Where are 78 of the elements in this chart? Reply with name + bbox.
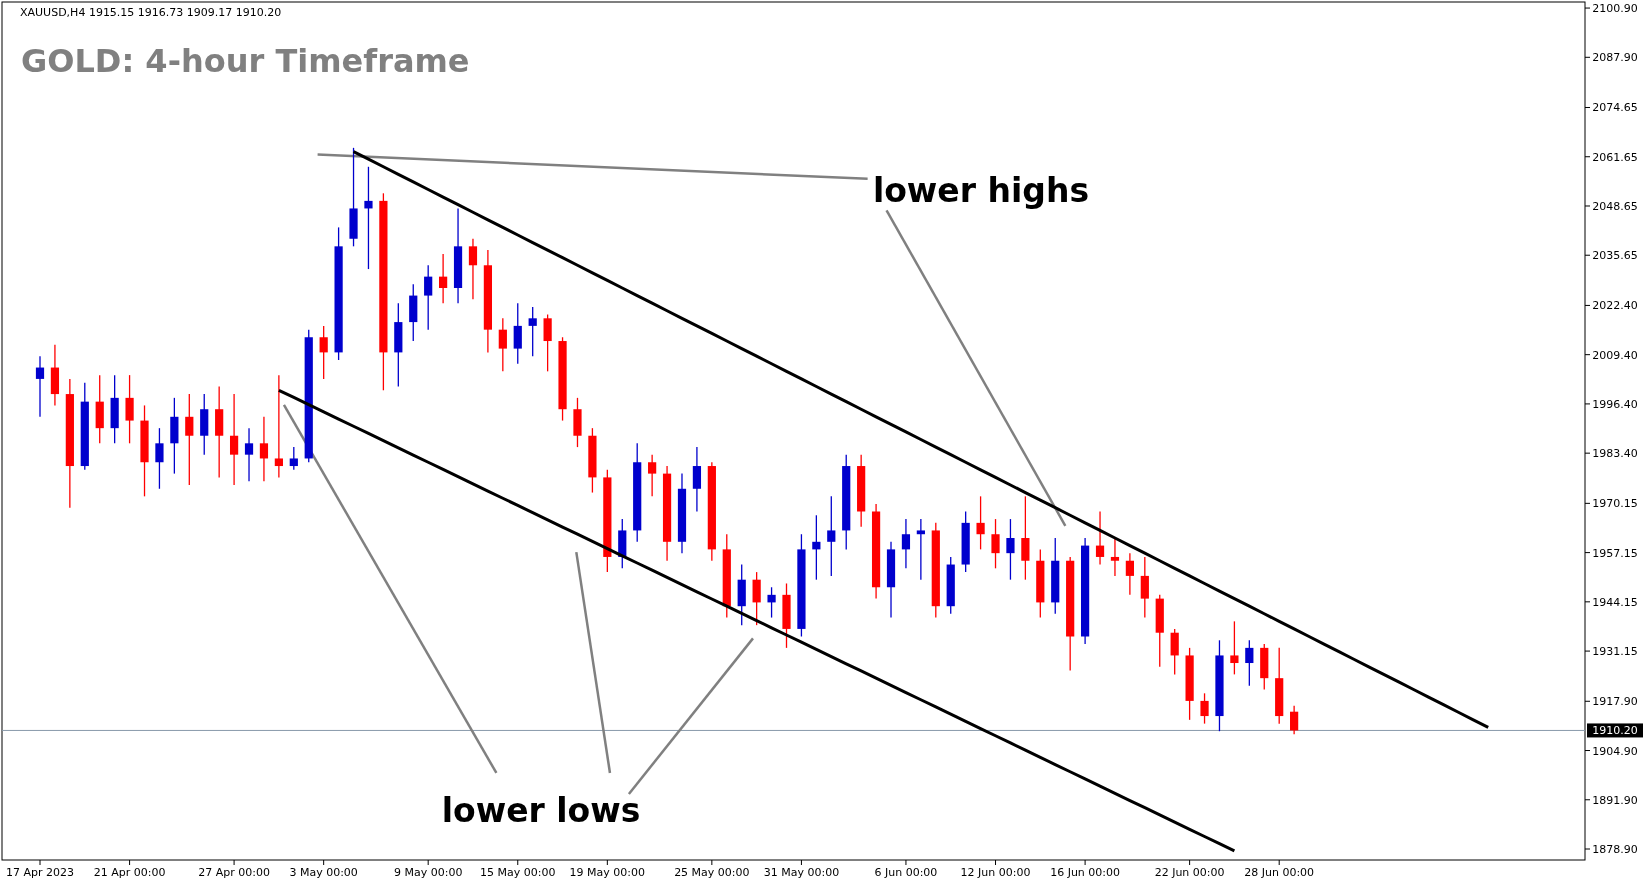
y-tick-label: 2009.40 xyxy=(1592,348,1638,362)
candlestick xyxy=(901,518,911,569)
candlestick xyxy=(648,454,657,497)
candlestick xyxy=(498,317,507,372)
y-tick-label: 1878.90 xyxy=(1592,843,1638,857)
candlestick xyxy=(439,253,448,304)
y-tick-label: 2074.65 xyxy=(1592,101,1638,115)
candlestick xyxy=(543,313,552,372)
y-tick-label: 2022.40 xyxy=(1592,299,1638,313)
x-tick-label: 28 Jun 00:00 xyxy=(1244,866,1315,879)
y-tick-label: 2048.65 xyxy=(1592,199,1638,213)
candlestick xyxy=(1230,620,1239,676)
candlestick xyxy=(513,302,522,365)
candlestick xyxy=(274,374,283,479)
candlestick xyxy=(35,355,45,418)
candlestick xyxy=(528,306,537,357)
x-tick-label: 15 May 00:00 xyxy=(480,866,556,879)
y-tick-label: 1904.90 xyxy=(1592,744,1638,758)
candlestick xyxy=(364,166,373,270)
y-tick-label: 1931.15 xyxy=(1592,645,1638,659)
x-tick-label: 9 May 00:00 xyxy=(393,866,463,879)
x-tick-label: 17 Apr 2023 xyxy=(5,866,75,879)
candlestick xyxy=(468,238,478,301)
y-tick-label: 1891.90 xyxy=(1592,793,1638,807)
candlestick xyxy=(1140,556,1149,619)
candlestick xyxy=(229,393,239,486)
x-tick-label: 25 May 00:00 xyxy=(674,866,750,879)
candlestick xyxy=(827,495,836,577)
candlestick xyxy=(185,393,194,486)
candlestick xyxy=(319,325,328,380)
candlestick xyxy=(1290,705,1299,735)
x-tick-label: 16 Jun 00:00 xyxy=(1050,866,1121,879)
candlestick xyxy=(1021,495,1030,581)
candlestick xyxy=(1095,510,1105,566)
candlestick xyxy=(259,416,269,482)
candlestick xyxy=(1245,639,1254,687)
candlestick xyxy=(1170,628,1179,676)
y-tick-label: 1970.15 xyxy=(1592,497,1638,511)
annotation: lower lows xyxy=(441,791,641,831)
candlestick xyxy=(289,446,298,471)
annotation: XAUUSD,H4 1915.15 1916.73 1909.17 1910.20 xyxy=(20,6,282,19)
y-tick-label: 2035.65 xyxy=(1592,249,1638,263)
candlestick xyxy=(1200,692,1209,725)
ref-line-label: 1910.20 xyxy=(1592,724,1638,738)
candlestick xyxy=(976,495,985,551)
line-series xyxy=(352,150,1490,729)
candlestick xyxy=(812,514,821,581)
candlestick xyxy=(692,446,702,513)
candlestick xyxy=(1110,537,1120,577)
candlestick xyxy=(1006,518,1015,581)
candlestick xyxy=(752,571,761,626)
x-tick-label: 3 May 00:00 xyxy=(289,866,358,879)
x-tick-label: 22 Jun 00:00 xyxy=(1154,866,1225,879)
y-tick-label: 1996.40 xyxy=(1592,397,1638,411)
x-tick-label: 6 Jun 00:00 xyxy=(874,866,938,879)
candlestick xyxy=(155,427,164,490)
y-tick-label: 2100.90 xyxy=(1592,2,1638,16)
x-tick-label: 27 Apr 00:00 xyxy=(198,866,270,879)
candlestick xyxy=(1125,552,1134,596)
x-tick-label: 21 Apr 00:00 xyxy=(93,866,166,879)
y-tick-label: 2061.65 xyxy=(1592,150,1638,164)
x-tick-label: 19 May 00:00 xyxy=(569,866,646,879)
candlestick xyxy=(424,264,433,331)
text: GOLD: 4-hour Timeframe xyxy=(21,42,470,80)
candlestick xyxy=(244,427,254,482)
y-tick-label: 1957.15 xyxy=(1592,546,1638,560)
candlestick xyxy=(767,586,776,619)
y-tick-label: 1917.90 xyxy=(1592,695,1638,709)
annotation: lower highs xyxy=(872,170,1090,210)
x-tick-label: 31 May 00:00 xyxy=(763,866,840,879)
y-tick-label: 1983.40 xyxy=(1592,447,1638,461)
candlestick xyxy=(125,374,134,444)
x-tick-label: 12 Jun 00:00 xyxy=(960,866,1031,879)
candlestick xyxy=(916,518,925,581)
line-series xyxy=(277,388,1236,853)
y-tick-label: 2087.90 xyxy=(1592,51,1638,65)
y-tick-label: 1944.15 xyxy=(1592,595,1638,609)
candlestick xyxy=(991,518,1000,569)
